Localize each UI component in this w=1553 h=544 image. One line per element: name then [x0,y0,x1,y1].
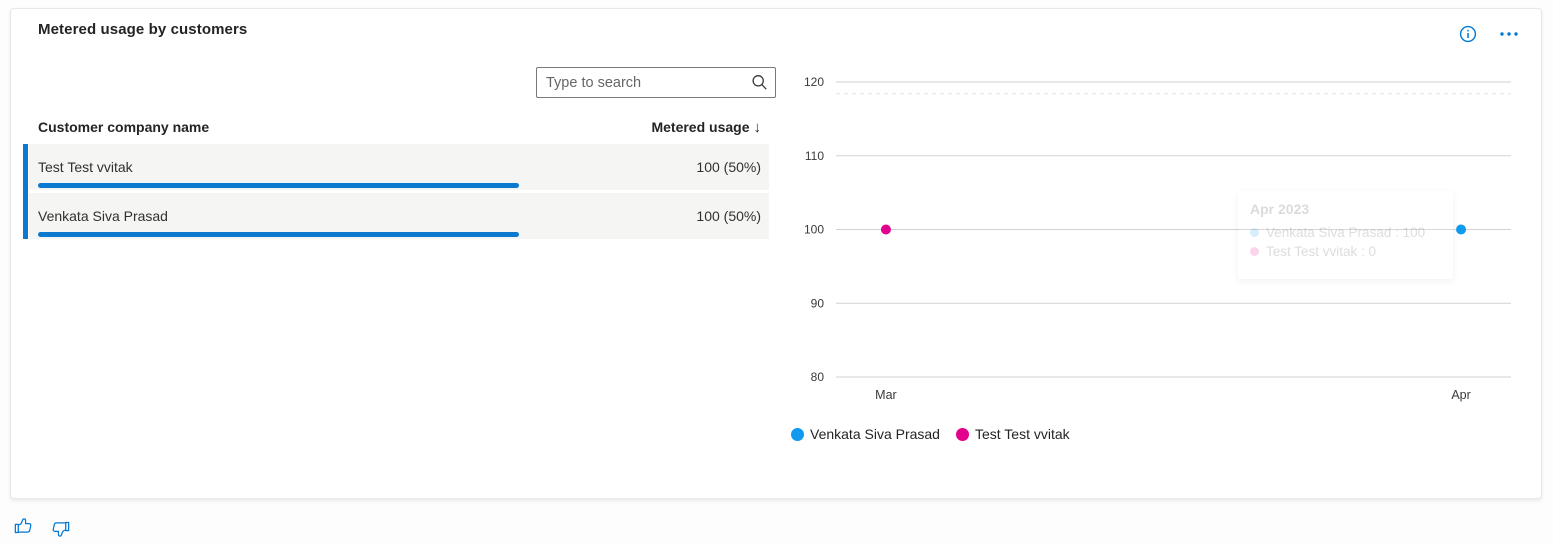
customer-rows: Test Test vvitak 100 (50%) Venkata Siva … [29,144,769,242]
sort-descending-icon: ↓ [753,118,762,136]
y-tick-label: 120 [804,75,824,89]
tooltip-series-label: Test Test vvitak : 0 [1266,244,1377,259]
more-options-icon[interactable] [1499,31,1519,37]
tooltip-series-label: Venkata Siva Prasad : 100 [1266,225,1426,240]
y-tick-label: 80 [811,370,825,384]
usage-chart: 120 110 100 90 80 Mar Apr [804,75,1511,402]
tooltip-series-dot [1250,228,1259,237]
info-icon[interactable] [1459,25,1477,43]
legend-dot [955,427,969,441]
x-tick-label: Apr [1451,388,1470,402]
table-header: Customer company name Metered usage ↓ [29,113,769,141]
tooltip-row: Venkata Siva Prasad : 100 [1250,225,1441,240]
usage-bar [38,232,519,237]
metered-usage-value: 100 (50%) [696,159,761,175]
legend-label: Venkata Siva Prasad [810,426,940,442]
customer-name: Test Test vvitak [38,159,133,175]
metered-usage-value: 100 (50%) [696,208,761,224]
search-input[interactable] [536,67,776,98]
column-metered-usage-label: Metered usage [651,118,750,135]
metered-usage-card: Metered usage by customers Cu [10,8,1542,499]
y-tick-label: 90 [811,296,825,310]
tooltip-row: Test Test vvitak : 0 [1250,244,1441,259]
legend-item[interactable]: Venkata Siva Prasad [791,426,940,442]
search-icon[interactable] [751,74,768,96]
thumbs-up-icon[interactable] [14,517,32,540]
chart-legend: Venkata Siva Prasad Test Test vvitak [791,426,1070,442]
column-metered-usage[interactable]: Metered usage ↓ [651,119,761,136]
data-point[interactable] [880,224,891,235]
legend-dot [791,427,804,441]
selection-strip [23,144,28,239]
y-tick-label: 110 [805,149,824,163]
table-row[interactable]: Test Test vvitak 100 (50%) [29,144,769,190]
x-tick-label: Mar [875,388,897,402]
y-tick-label: 100 [804,223,824,237]
legend-item[interactable]: Test Test vvitak [955,426,1070,442]
search-box [536,67,776,98]
thumbs-down-icon[interactable] [52,520,70,543]
feedback-bar [14,517,70,543]
table-row[interactable]: Venkata Siva Prasad 100 (50%) [29,193,769,239]
tooltip-title: Apr 2023 [1250,201,1310,217]
legend-label: Test Test vvitak [974,426,1070,442]
customer-name: Venkata Siva Prasad [38,208,168,224]
chart-tooltip: Apr 2023 Venkata Siva Prasad : 100 Test … [1238,191,1453,279]
usage-bar [38,183,519,188]
data-point[interactable] [1456,224,1467,235]
column-customer-name[interactable]: Customer company name [38,119,210,135]
card-title: Metered usage by customers [38,21,248,38]
tooltip-series-dot [1250,247,1259,256]
